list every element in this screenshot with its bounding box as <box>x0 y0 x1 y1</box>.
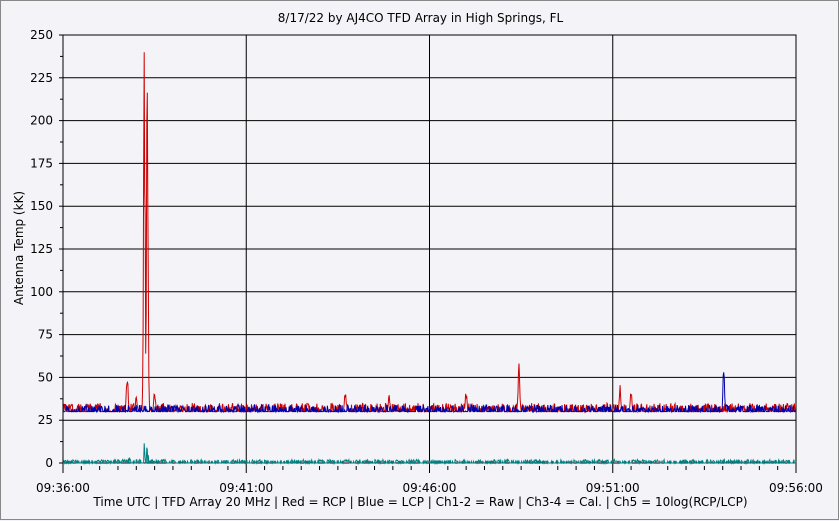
y-tick-label: 0 <box>45 456 53 470</box>
y-tick-label: 50 <box>38 370 53 384</box>
x-tick-label: 09:41:00 <box>219 481 273 495</box>
y-tick-label: 25 <box>38 413 53 427</box>
series-ch5 <box>63 443 796 465</box>
y-tick-label: 225 <box>30 71 53 85</box>
y-tick-label: 100 <box>30 285 53 299</box>
x-tick-label: 09:46:00 <box>403 481 457 495</box>
y-tick-label: 200 <box>30 114 53 128</box>
y-tick-label: 175 <box>30 156 53 170</box>
x-tick-label: 09:36:00 <box>36 481 90 495</box>
y-tick-label: 125 <box>30 242 53 256</box>
x-tick-label: 09:51:00 <box>586 481 640 495</box>
chart-title: 8/17/22 by AJ4CO TFD Array in High Sprin… <box>277 11 564 25</box>
y-tick-label: 75 <box>38 328 53 342</box>
y-tick-label: 250 <box>30 28 53 42</box>
x-axis-label: Time UTC | TFD Array 20 MHz | Red = RCP … <box>93 495 748 509</box>
y-tick-label: 150 <box>30 199 53 213</box>
x-tick-label: 09:56:00 <box>769 481 823 495</box>
series-lcp <box>63 372 796 414</box>
